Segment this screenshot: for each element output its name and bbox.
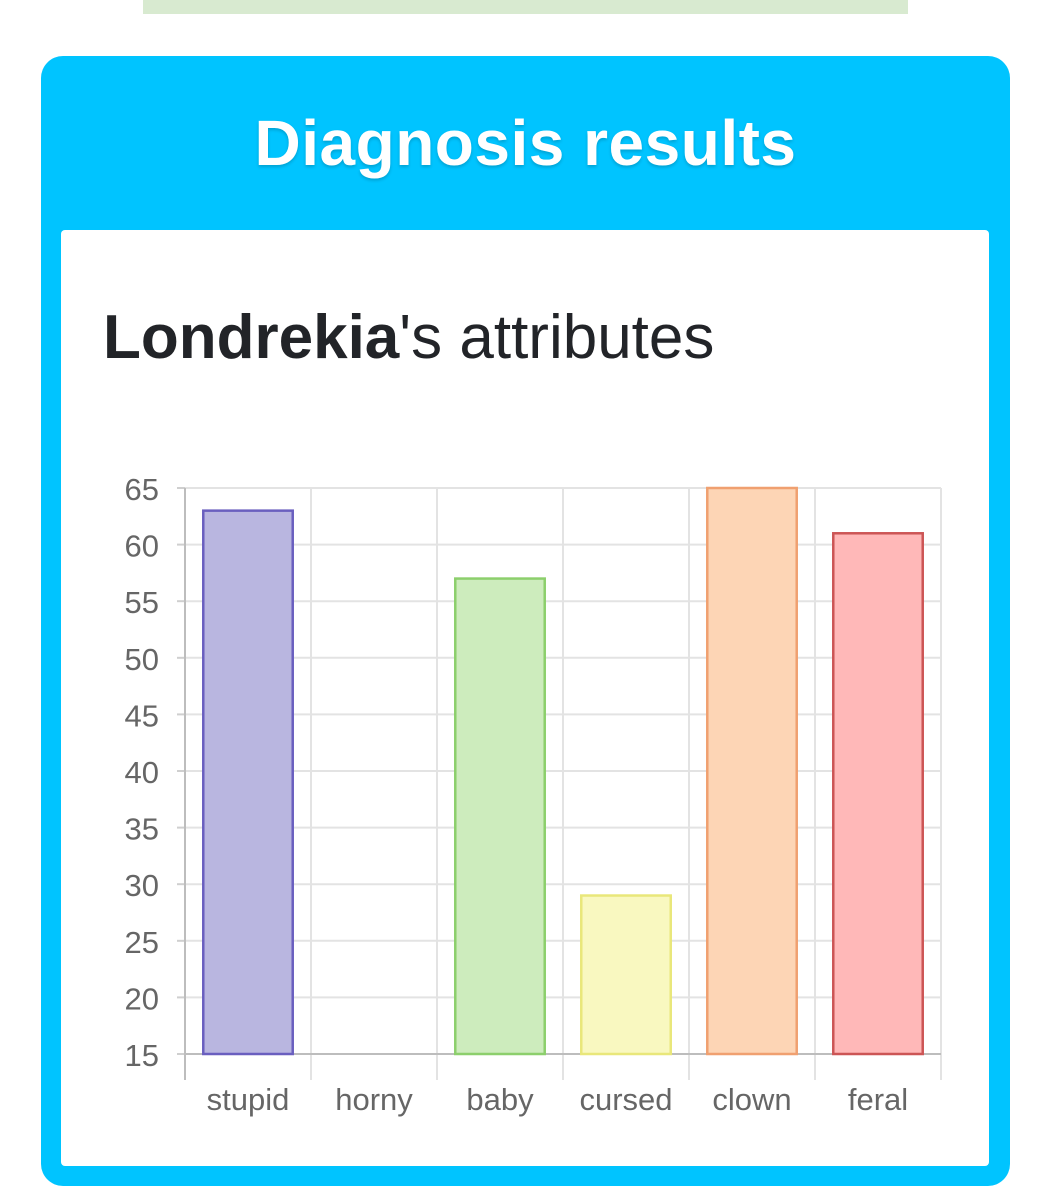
subject-name: Londrekia [103, 303, 400, 372]
y-tick-label: 35 [125, 812, 159, 847]
attributes-heading: Londrekia's attributes [103, 302, 714, 373]
diagnosis-results-card: Diagnosis results Londrekia's attributes… [41, 56, 1010, 1186]
y-tick-label: 20 [125, 981, 159, 1016]
x-tick-label: stupid [207, 1082, 290, 1117]
y-tick-label: 65 [125, 472, 159, 507]
attributes-chart: 65 60 55 50 45 40 35 30 25 20 15 stupid horny baby cur… [61, 230, 989, 1166]
results-body: Londrekia's attributes 65 60 55 50 45 40 35 30 2… [61, 230, 989, 1166]
x-tick-label: feral [848, 1082, 908, 1117]
y-tick-label: 25 [125, 925, 159, 960]
bar-chart-svg: 65 60 55 50 45 40 35 30 25 20 15 stupid horny baby cur… [125, 472, 942, 1117]
y-tick-label: 60 [125, 529, 159, 564]
attributes-heading-suffix: 's attributes [399, 303, 715, 372]
bar-clown [706, 486, 798, 1056]
results-title: Diagnosis results [254, 107, 797, 179]
x-tick-label: cursed [579, 1082, 672, 1117]
top-strip [143, 0, 908, 14]
y-tick-label: 45 [125, 698, 159, 733]
y-tick-label: 15 [125, 1038, 159, 1073]
x-tick-label: clown [712, 1082, 791, 1117]
bar-feral [832, 532, 924, 1056]
x-tick-label: baby [466, 1082, 534, 1117]
bar-cursed [580, 894, 672, 1056]
bar-stupid [202, 509, 294, 1056]
results-header: Diagnosis results [41, 56, 1010, 230]
y-tick-label: 55 [125, 585, 159, 620]
y-tick-label: 30 [125, 868, 159, 903]
bar-baby [454, 577, 546, 1056]
y-tick-label: 50 [125, 642, 159, 677]
x-tick-label: horny [335, 1082, 413, 1117]
y-tick-label: 40 [125, 755, 159, 790]
